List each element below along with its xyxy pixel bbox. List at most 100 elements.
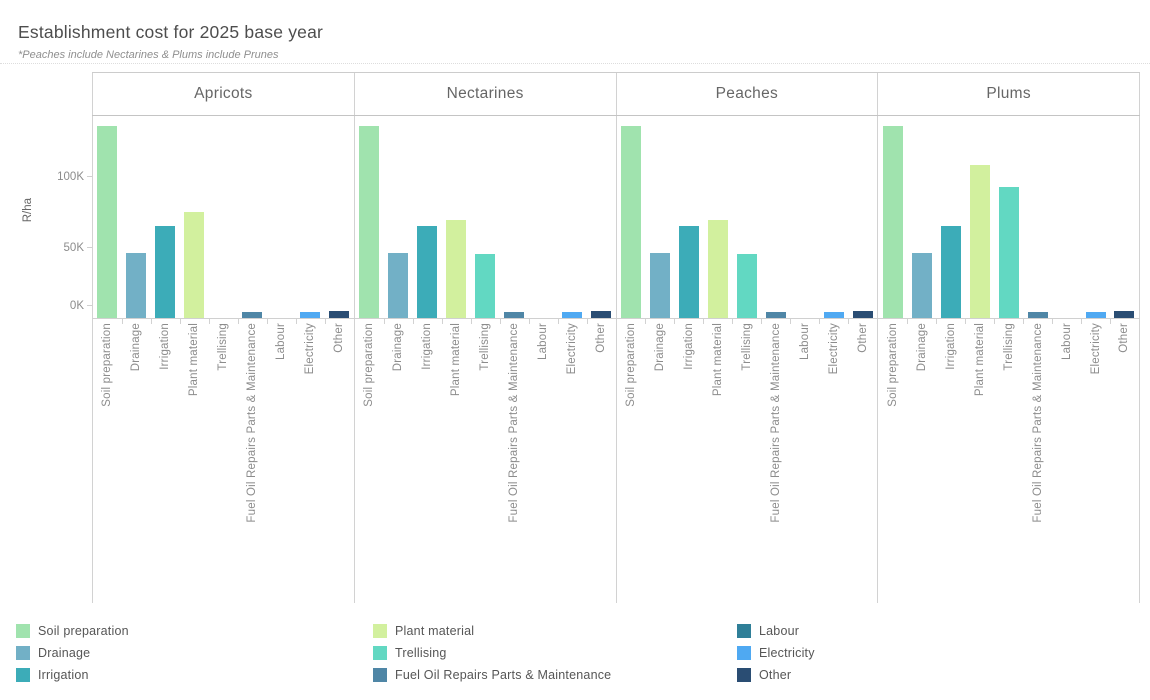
category-label-slot: Irrigation: [413, 319, 443, 603]
bar-slot: [355, 116, 384, 318]
category-labels-plums: Soil preparation Drainage Irrigation Plant …: [877, 319, 1140, 603]
bar-peaches-drainage[interactable]: [649, 252, 670, 318]
bar-nectarines-soil-preparation[interactable]: [359, 126, 380, 318]
category-label-slot: Other: [587, 319, 616, 603]
y-tick-label-100k: 100K: [57, 171, 84, 183]
legend-column: Plant material Trellising Fuel Oil Repairs…: [373, 620, 611, 686]
bar-peaches-fuel-oil-repairs-parts-maintenance[interactable]: [765, 311, 786, 318]
bar-apricots-fuel-oil-repairs-parts-maintenance[interactable]: [242, 311, 263, 318]
bar-slot: [209, 116, 238, 318]
category-label-irrigation: Irrigation: [159, 323, 172, 370]
legend-item-soil-preparation[interactable]: Soil preparation: [16, 620, 129, 642]
legend-item-drainage[interactable]: Drainage: [16, 642, 129, 664]
category-label-slot: Irrigation: [674, 319, 705, 603]
category-label-labour: Labour: [798, 323, 811, 361]
legend-item-fuel-oil-repairs-parts-maintenance[interactable]: Fuel Oil Repairs Parts & Maintenance: [373, 664, 611, 686]
bar-slot: [907, 116, 936, 318]
bar-slot: [1110, 116, 1139, 318]
category-label-fuel-oil-repairs-parts-maintenance: Fuel Oil Repairs Parts & Maintenance: [246, 323, 259, 523]
bar-nectarines-electricity[interactable]: [562, 312, 583, 318]
category-label-slot: Drainage: [122, 319, 152, 603]
bar-plums-soil-preparation[interactable]: [882, 126, 903, 318]
legend-label: Fuel Oil Repairs Parts & Maintenance: [395, 668, 612, 682]
bar-slot: [413, 116, 442, 318]
bar-plums-irrigation[interactable]: [940, 225, 961, 318]
category-label-slot: Labour: [1052, 319, 1082, 603]
chart-title: Establishment cost for 2025 base year: [18, 22, 324, 42]
category-label-drainage: Drainage: [915, 323, 928, 372]
bar-slot: [732, 116, 761, 318]
legend-item-labour[interactable]: Labour: [737, 620, 815, 642]
bar-plums-plant-material[interactable]: [969, 164, 990, 318]
bar-plums-other[interactable]: [1114, 310, 1135, 318]
category-label-slot: Trellising: [471, 319, 501, 603]
legend-item-plant-material[interactable]: Plant material: [373, 620, 611, 642]
category-label-other: Other: [1118, 323, 1131, 353]
bar-peaches-electricity[interactable]: [823, 312, 844, 318]
bar-apricots-drainage[interactable]: [126, 252, 147, 318]
bar-plums-drainage[interactable]: [911, 252, 932, 318]
legend-item-other[interactable]: Other: [737, 664, 815, 686]
bar-peaches-trellising[interactable]: [736, 254, 757, 318]
legend-swatch-icon: [16, 668, 30, 682]
category-label-slot: Other: [848, 319, 877, 603]
bar-peaches-soil-preparation[interactable]: [620, 126, 641, 318]
category-label-fuel-oil-repairs-parts-maintenance: Fuel Oil Repairs Parts & Maintenance: [508, 323, 521, 523]
bar-slot: [761, 116, 790, 318]
bar-slot: [384, 116, 413, 318]
category-label-labour: Labour: [275, 323, 288, 361]
legend-item-electricity[interactable]: Electricity: [737, 642, 815, 664]
bar-apricots-other[interactable]: [329, 310, 350, 318]
category-label-other: Other: [856, 323, 869, 353]
bar-slot: [617, 116, 646, 318]
bar-plums-fuel-oil-repairs-parts-maintenance[interactable]: [1027, 311, 1048, 318]
category-label-labour: Labour: [1060, 323, 1073, 361]
category-label-soil-preparation: Soil preparation: [624, 323, 637, 407]
category-label-slot: Soil preparation: [878, 319, 909, 603]
bar-slot: [965, 116, 994, 318]
category-label-fuel-oil-repairs-parts-maintenance: Fuel Oil Repairs Parts & Maintenance: [1031, 323, 1044, 523]
bar-nectarines-trellising[interactable]: [475, 254, 496, 318]
bar-nectarines-other[interactable]: [590, 310, 611, 318]
bar-peaches-other[interactable]: [852, 310, 873, 318]
category-labels-nectarines: Soil preparation Drainage Irrigation Plant …: [353, 319, 616, 603]
category-label-slot: Soil preparation: [355, 319, 385, 603]
y-tick-label-0k: 0K: [69, 300, 84, 312]
legend-item-irrigation[interactable]: Irrigation: [16, 664, 129, 686]
facet-header-nectarines: Nectarines: [353, 73, 616, 115]
bar-nectarines-drainage[interactable]: [388, 252, 409, 318]
bar-nectarines-irrigation[interactable]: [417, 225, 438, 318]
bar-plums-trellising[interactable]: [998, 187, 1019, 318]
category-label-slot: Other: [1110, 319, 1139, 603]
legend-swatch-icon: [16, 646, 30, 660]
bar-apricots-electricity[interactable]: [300, 312, 321, 318]
legend-item-trellising[interactable]: Trellising: [373, 642, 611, 664]
legend-label: Electricity: [759, 646, 815, 660]
category-label-slot: Irrigation: [936, 319, 967, 603]
legend-label: Other: [759, 668, 792, 682]
bar-slot: [790, 116, 819, 318]
category-label-slot: Drainage: [907, 319, 938, 603]
y-tick-mark: [87, 305, 92, 306]
bar-plums-electricity[interactable]: [1085, 311, 1106, 318]
category-label-electricity: Electricity: [1089, 323, 1102, 375]
category-label-plant-material: Plant material: [450, 323, 463, 397]
bar-nectarines-fuel-oil-repairs-parts-maintenance[interactable]: [504, 311, 525, 318]
facet-chart: Apricots Nectarines Peaches Plums Soil prep…: [92, 72, 1140, 603]
bar-nectarines-plant-material[interactable]: [446, 220, 467, 318]
facet-header-apricots: Apricots: [92, 73, 354, 115]
y-axis: 0K 50K 100K: [0, 116, 92, 319]
plot-row: [92, 116, 1140, 319]
bar-apricots-plant-material[interactable]: [184, 211, 205, 318]
category-label-labour: Labour: [537, 323, 550, 361]
category-label-fuel-oil-repairs-parts-maintenance: Fuel Oil Repairs Parts & Maintenance: [769, 323, 782, 523]
category-label-slot: Electricity: [296, 319, 326, 603]
bar-slot: [267, 116, 296, 318]
bar-apricots-irrigation[interactable]: [155, 225, 176, 318]
bar-peaches-plant-material[interactable]: [707, 220, 728, 318]
category-label-soil-preparation: Soil preparation: [101, 323, 114, 407]
bar-peaches-irrigation[interactable]: [678, 225, 699, 318]
bar-apricots-soil-preparation[interactable]: [97, 126, 118, 318]
bar-slot: [674, 116, 703, 318]
bar-slot: [703, 116, 732, 318]
